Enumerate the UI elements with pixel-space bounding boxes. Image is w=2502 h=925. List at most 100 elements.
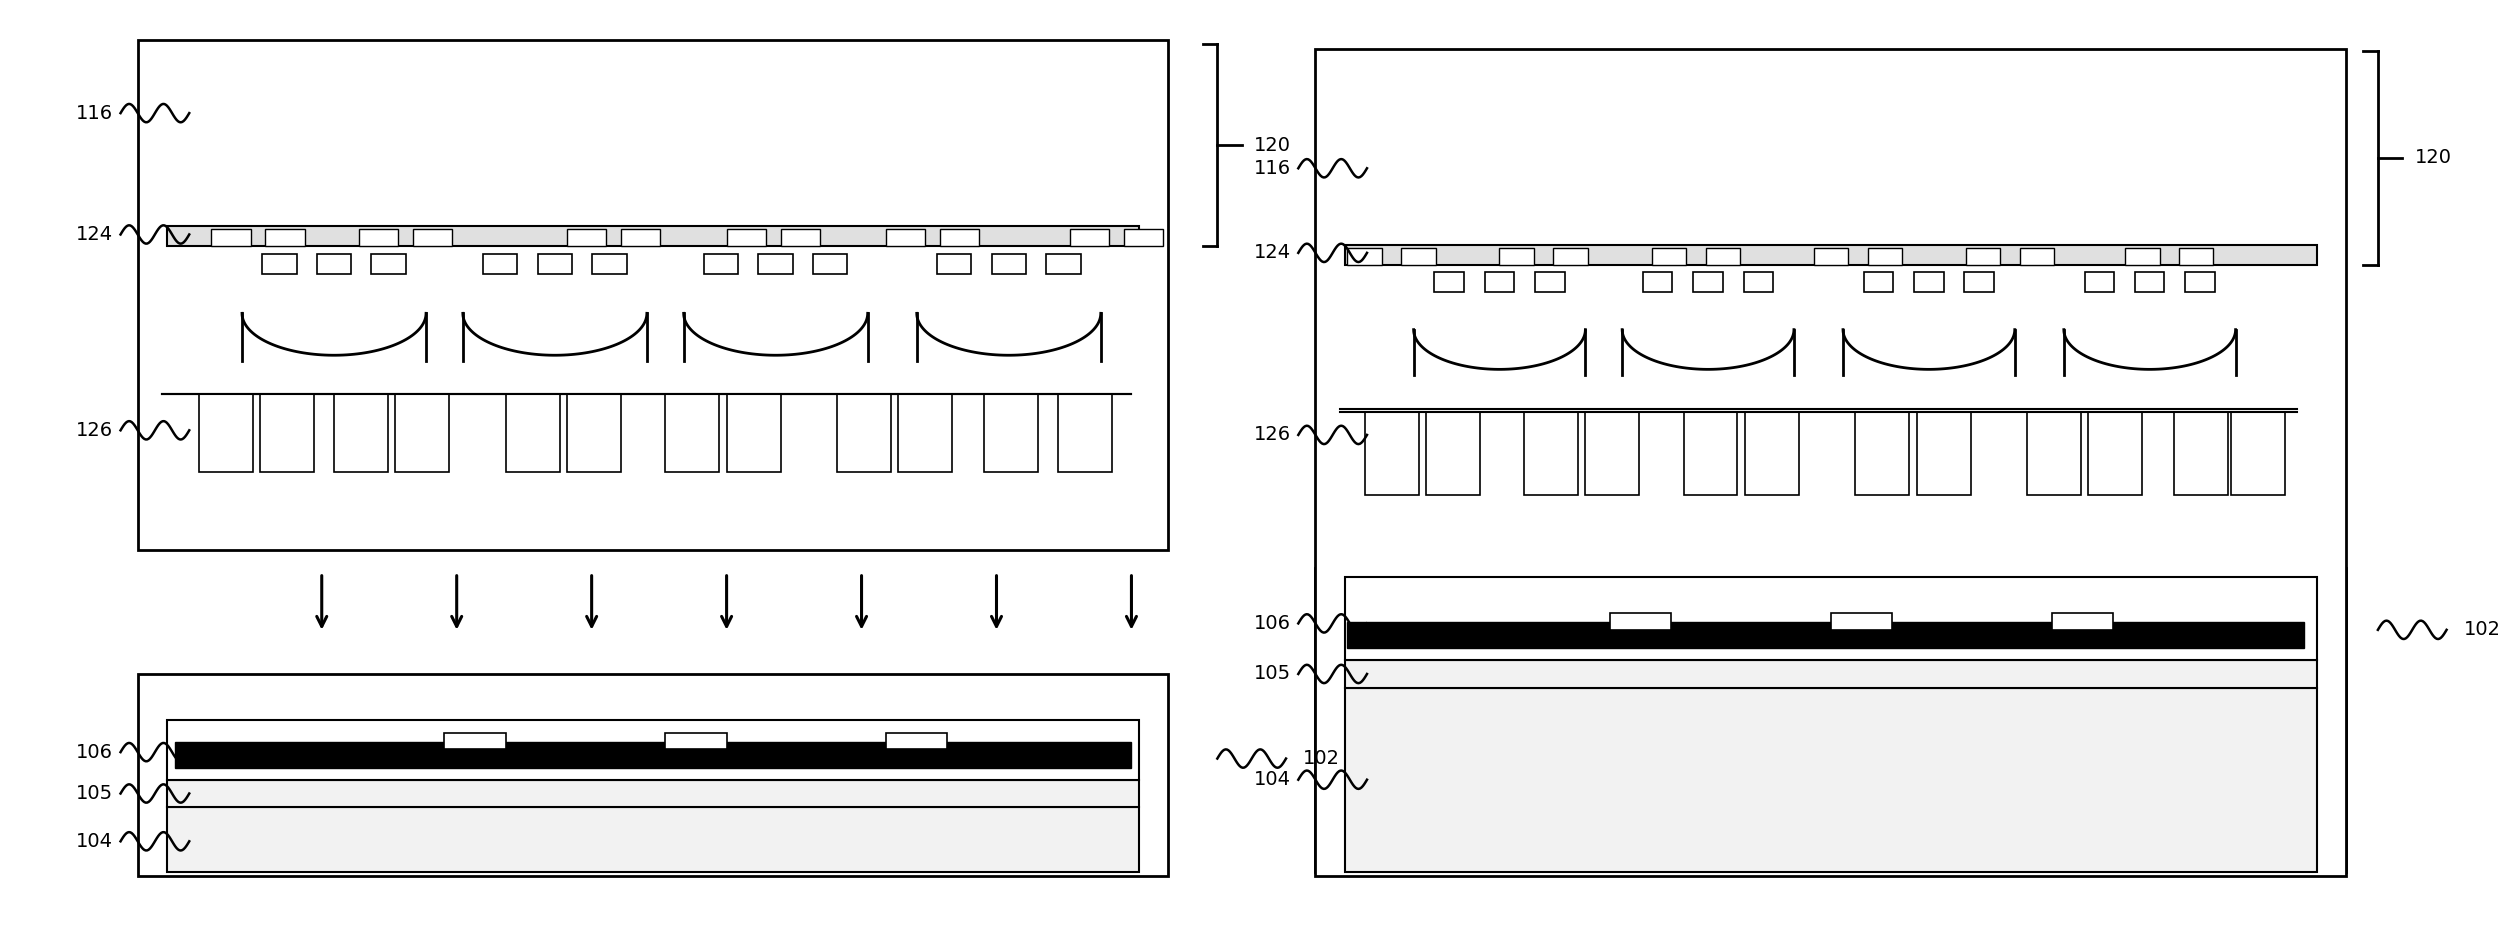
Bar [2134,272,2164,292]
Bar [2084,272,2114,292]
Bar [1349,248,1381,265]
Text: 120: 120 [1254,136,1291,154]
Text: 124: 124 [75,225,113,244]
Bar [168,720,1138,780]
Bar [838,393,891,472]
Bar [1058,393,1111,472]
Bar [1316,568,2347,871]
Bar [726,393,781,472]
Bar [1866,248,1902,265]
Bar [138,40,1168,549]
Text: 124: 124 [1254,243,1291,263]
Bar [1831,613,1892,630]
Bar [886,229,926,246]
Bar [1346,577,2317,660]
Bar [1586,412,1639,495]
Bar [1609,613,1671,630]
Bar [138,674,1168,876]
Bar [813,253,848,274]
Bar [1744,272,1774,292]
Bar [1706,248,1739,265]
Bar [483,253,518,274]
Bar [781,229,821,246]
Text: 105: 105 [1254,664,1291,684]
Bar [1316,49,2347,876]
Bar [886,733,948,749]
Bar [1967,248,1999,265]
Bar [666,733,726,749]
Bar [666,393,718,472]
Bar [1744,412,1799,495]
Bar [620,229,661,246]
Text: 102: 102 [1304,749,1341,768]
Bar [1364,412,1419,495]
Text: 126: 126 [75,421,113,439]
Bar [1484,272,1514,292]
Bar [358,229,398,246]
Bar [1349,623,2304,648]
Text: 116: 116 [1254,159,1291,178]
Bar [168,808,1138,871]
Bar [2052,613,2112,630]
Bar [1426,412,1479,495]
Bar [1536,272,1564,292]
Bar [1123,229,1163,246]
Bar [1651,248,1686,265]
Bar [1346,244,2317,265]
Text: 126: 126 [1254,426,1291,444]
Bar [1814,248,1849,265]
Bar [2019,248,2054,265]
Text: 106: 106 [75,743,113,761]
Bar [703,253,738,274]
Bar [175,742,1131,768]
Bar [1644,272,1671,292]
Bar [260,393,315,472]
Bar [1864,272,1894,292]
Bar [413,229,453,246]
Bar [1524,412,1579,495]
Text: 116: 116 [75,104,113,123]
Bar [318,253,350,274]
Text: 104: 104 [1254,771,1291,789]
Bar [568,393,620,472]
Bar [1346,660,2317,688]
Bar [1964,272,1994,292]
Text: 105: 105 [75,784,113,803]
Bar [2179,248,2214,265]
Bar [758,253,793,274]
Bar [2184,272,2214,292]
Bar [538,253,573,274]
Bar [265,229,305,246]
Bar [2124,248,2159,265]
Bar [2089,412,2142,495]
Bar [941,229,978,246]
Bar [2232,412,2284,495]
Bar [568,229,605,246]
Bar [593,253,626,274]
Bar [168,780,1138,808]
Bar [983,393,1038,472]
Bar [370,253,405,274]
Bar [2027,412,2082,495]
Bar [1684,412,1736,495]
Bar [726,229,766,246]
Bar [1346,688,2317,871]
Bar [1401,248,1436,265]
Bar [335,393,388,472]
Bar [1694,272,1724,292]
Bar [263,253,298,274]
Text: 120: 120 [2414,148,2452,166]
Bar [1856,412,1909,495]
Bar [2174,412,2229,495]
Bar [1914,272,1944,292]
Bar [1554,248,1589,265]
Bar [200,393,253,472]
Bar [1071,229,1108,246]
Bar [395,393,450,472]
Bar [445,733,505,749]
Text: 104: 104 [75,832,113,851]
Bar [210,229,250,246]
Bar [1434,272,1464,292]
Bar [168,227,1138,246]
Text: 102: 102 [2464,621,2502,639]
